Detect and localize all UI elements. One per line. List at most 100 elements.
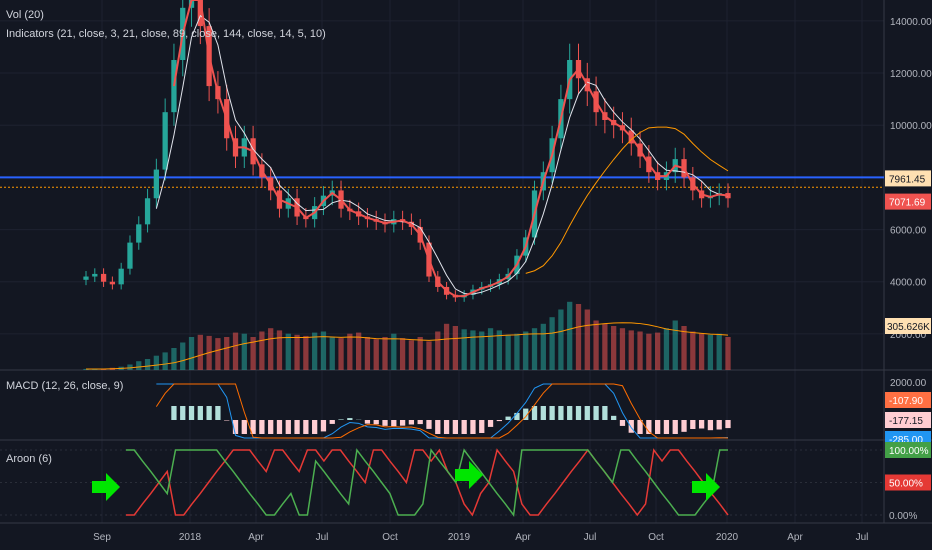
volume-bar <box>672 320 678 370</box>
candle-body <box>109 281 116 285</box>
arrow-right-icon <box>692 473 720 501</box>
macd-histogram-bar <box>382 420 388 426</box>
macd-legend[interactable]: MACD (12, 26, close, 9) <box>6 380 124 392</box>
volume-bar <box>136 361 142 370</box>
volume-bar <box>496 330 502 370</box>
volume-bar <box>514 333 520 370</box>
candle-body <box>162 112 168 170</box>
aroon-tag-label: 50.00% <box>889 479 923 490</box>
volume-bar <box>558 309 564 370</box>
volume-ma-line <box>86 322 729 370</box>
volume-bar <box>312 332 318 370</box>
candle-body <box>118 268 124 285</box>
macd-histogram-bar <box>180 406 186 420</box>
macd-histogram-bar <box>347 418 353 420</box>
x-tick-label: Apr <box>787 532 803 543</box>
price-tag-bg <box>885 193 931 210</box>
volume-bar <box>628 330 634 370</box>
volume-bar <box>707 334 714 370</box>
aroon-legend[interactable]: Aroon (6) <box>6 453 52 465</box>
macd-histogram-bar <box>399 420 406 426</box>
volume-bar <box>593 320 599 370</box>
volume-bar <box>232 332 239 370</box>
macd-histogram-bar <box>426 420 432 429</box>
volume-bar <box>180 342 186 370</box>
volume-bar <box>470 330 476 370</box>
volume-bar <box>153 355 159 370</box>
macd-histogram-bar <box>320 420 327 432</box>
volume-bar <box>523 331 529 370</box>
volume-bar <box>426 341 432 370</box>
volume-bar <box>355 332 362 370</box>
macd-histogram-bar <box>707 420 714 431</box>
volume-bar <box>479 331 485 370</box>
macd-histogram-bar <box>241 420 247 434</box>
macd-histogram-bar <box>470 420 476 434</box>
x-tick-label: Sep <box>93 532 111 543</box>
volume-bar <box>681 326 687 370</box>
volume-bar <box>505 334 511 370</box>
volume-bar <box>259 331 265 370</box>
macd-histogram-bar <box>575 406 582 420</box>
macd-histogram-bar <box>435 420 441 434</box>
macd-histogram-bar <box>523 408 529 420</box>
volume-bar <box>435 331 441 370</box>
macd-tag-label: -107.90 <box>889 396 923 407</box>
macd-histogram-bar <box>268 420 274 434</box>
candle-body <box>127 242 133 269</box>
aroon-tag-label: 0.00% <box>889 511 917 522</box>
macd-histogram-bar <box>672 420 678 434</box>
price-tag-label: 7071.69 <box>889 198 926 209</box>
price-tick-label: 14000.00 <box>890 17 932 28</box>
volume-bar <box>197 334 203 370</box>
volume-bar <box>250 337 256 370</box>
macd-histogram-bar <box>593 406 599 420</box>
volume-legend[interactable]: Vol (20) <box>6 9 44 21</box>
volume-bar <box>637 331 643 370</box>
aroon-tag-bg <box>885 442 931 458</box>
x-tick-label: Jul <box>584 532 597 543</box>
macd-histogram-bar <box>338 419 344 420</box>
volume-bar <box>602 323 608 370</box>
macd-histogram-bar <box>496 420 502 422</box>
volume-bar <box>549 317 555 370</box>
macd-histogram-bar <box>417 420 423 425</box>
indicators-legend[interactable]: Indicators (21, close, 3, 21, close, 89,… <box>6 28 326 40</box>
volume-bar <box>127 364 133 370</box>
x-tick-label: Oct <box>648 532 664 543</box>
macd-histogram-bar <box>206 406 212 420</box>
macd-histogram-bar <box>505 416 511 420</box>
macd-signal-line <box>155 383 729 439</box>
volume-bar <box>452 326 459 370</box>
macd-histogram-bar <box>276 420 283 434</box>
volume-bar <box>391 333 397 370</box>
macd-tag-bg <box>885 392 931 408</box>
volume-bar <box>575 304 582 370</box>
macd-histogram-bar <box>391 420 397 427</box>
candle-body <box>100 273 107 282</box>
macd-histogram-bar <box>619 420 626 426</box>
macd-histogram-bar <box>611 415 617 420</box>
macd-histogram-bar <box>215 406 221 420</box>
macd-histogram-bar <box>540 406 546 420</box>
aroon-down-line <box>126 448 729 517</box>
macd-histogram-bar <box>329 420 335 424</box>
volume-bar <box>584 309 590 370</box>
volume-bar <box>399 338 406 370</box>
volume-bar <box>347 333 353 370</box>
macd-histogram-bar <box>698 420 705 429</box>
macd-histogram-bar <box>461 420 467 434</box>
volume-bar <box>171 348 177 370</box>
candle-body <box>92 273 98 277</box>
macd-histogram-bar <box>285 420 291 434</box>
volume-bar <box>276 330 283 370</box>
candle-body <box>197 0 203 27</box>
volume-bar <box>241 333 247 370</box>
macd-histogram-bar <box>259 420 265 434</box>
macd-histogram-bar <box>232 420 239 434</box>
macd-histogram-bar <box>452 420 459 434</box>
macd-tag-bg <box>885 412 931 428</box>
macd-histogram-bar <box>584 406 590 420</box>
